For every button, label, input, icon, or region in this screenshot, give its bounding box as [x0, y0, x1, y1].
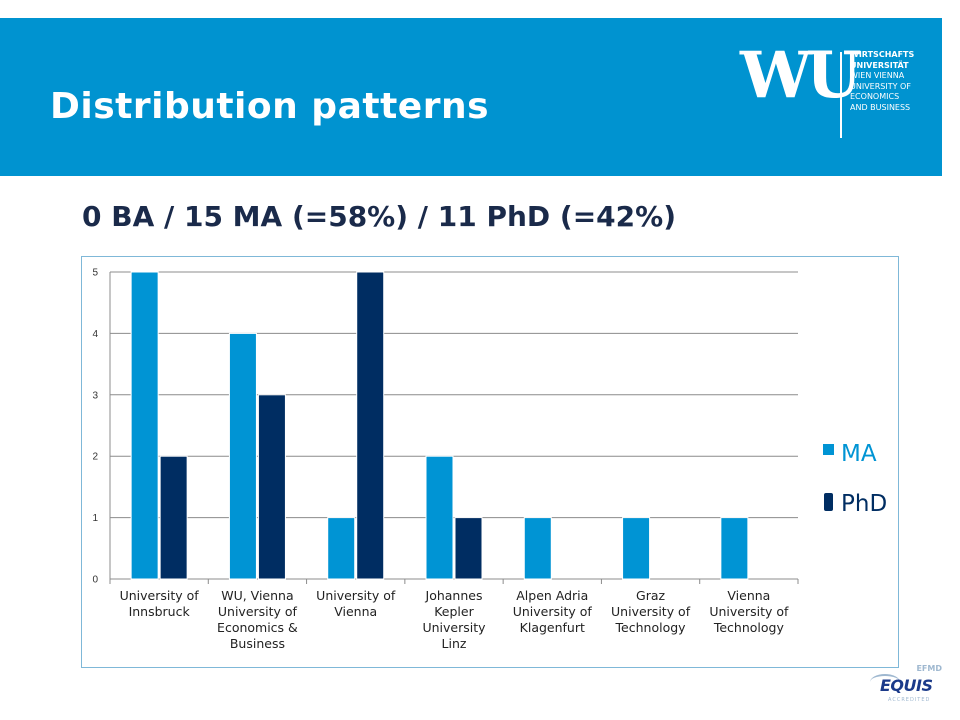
wu-logo: WU WIRTSCHAFTS UNIVERSITÄT WIEN VIENNA U… [740, 44, 930, 144]
bar-ma [130, 271, 159, 580]
logo-line: WIEN VIENNA [850, 71, 905, 80]
y-tick-label: 0 [92, 575, 98, 586]
logo-divider [840, 52, 842, 138]
x-tick-label: Johannes [425, 588, 483, 603]
logo-line: WIRTSCHAFTS [850, 50, 915, 59]
slide-subtitle: 0 BA / 15 MA (=58%) / 11 PhD (=42%) [82, 200, 676, 233]
page-title: Distribution patterns [50, 86, 490, 127]
x-tick-label: Business [230, 636, 285, 651]
x-tick-label: Technology [615, 620, 687, 635]
logo-line: UNIVERSITÄT [850, 60, 909, 70]
header-banner [0, 18, 942, 176]
chart-container: 0 1 2 3 4 5 University of Innsbruck WU, Vienna Un… [81, 256, 899, 668]
x-tick-label: Vienna [727, 588, 770, 603]
x-tick-label: University of [611, 604, 691, 619]
bar-phd [454, 517, 483, 580]
x-tick-label: University of [709, 604, 789, 619]
logo-line: ECONOMICS [850, 92, 900, 101]
bar-ma [720, 517, 749, 580]
logo-line: AND BUSINESS [850, 102, 911, 112]
y-tick-label: 3 [92, 390, 98, 401]
bar-phd [356, 271, 385, 580]
y-tick-label: 5 [92, 268, 98, 279]
accredited-label: ACCREDITED [888, 697, 931, 703]
bar-ma [327, 517, 356, 580]
swoosh-icon [870, 674, 900, 690]
equis-badge: EFMD EQUIS ACCREDITED [866, 664, 948, 704]
bar-ma [523, 517, 552, 580]
wu-logo-text: WIRTSCHAFTS UNIVERSITÄT WIEN VIENNA UNIV… [850, 50, 930, 113]
x-tick-label: University of [316, 588, 396, 603]
x-tick-label: Graz [636, 588, 665, 603]
legend-swatch-ma [823, 444, 834, 455]
equis-label: EQUIS [880, 676, 933, 695]
bar-phd [159, 455, 188, 580]
y-tick-label: 2 [92, 452, 98, 463]
legend-label-phd: PhD [841, 491, 887, 517]
x-tick-label: Economics & [217, 620, 298, 635]
x-tick-label: Kepler [434, 604, 474, 619]
x-tick-label: Vienna [334, 604, 377, 619]
y-tick-label: 4 [92, 329, 98, 340]
x-tick-label: Innsbruck [129, 604, 191, 619]
x-tick-label: Linz [442, 636, 467, 651]
legend-label-ma: MA [841, 441, 877, 467]
bar-phd [257, 394, 286, 580]
x-tick-label: University of [218, 604, 298, 619]
x-tick-label: WU, Vienna [221, 588, 293, 603]
efmd-label: EFMD [916, 664, 942, 673]
x-tick-label: Alpen Adria [516, 588, 588, 603]
bar-ma [425, 455, 454, 580]
legend-swatch-phd [824, 493, 833, 511]
x-tick-label: University [422, 620, 486, 635]
y-tick-label: 1 [92, 513, 98, 524]
x-tick-label: University of [513, 604, 593, 619]
logo-line: UNIVERSITY OF [850, 81, 911, 91]
bar-ma [228, 332, 257, 580]
x-tick-label: University of [120, 588, 200, 603]
x-tick-label: Technology [713, 620, 785, 635]
wu-logo-mark: WU [740, 38, 862, 113]
x-tick-label: Klagenfurt [520, 620, 585, 635]
bar-ma [622, 517, 651, 580]
